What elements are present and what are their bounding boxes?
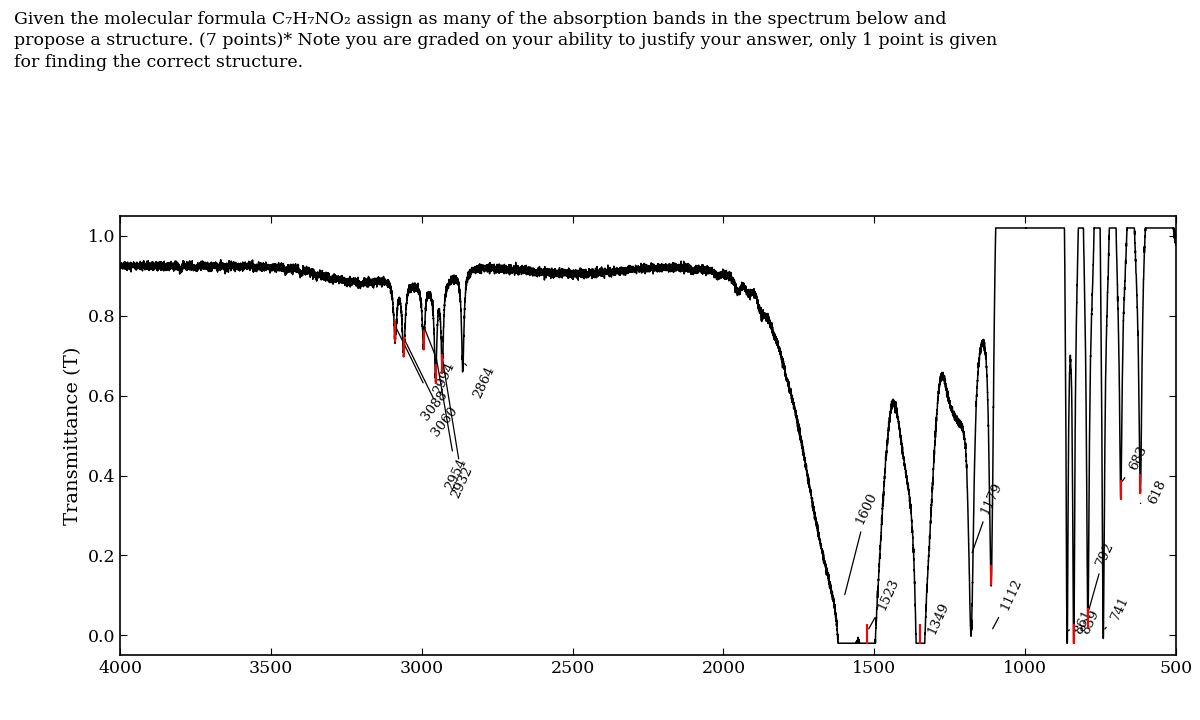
Text: 741: 741 (1105, 594, 1132, 629)
Text: 1179: 1179 (972, 480, 1004, 553)
Text: 683: 683 (1122, 444, 1150, 481)
Text: for finding the correct structure.: for finding the correct structure. (14, 54, 304, 71)
Text: 3088: 3088 (396, 328, 450, 423)
Text: 1112: 1112 (992, 577, 1024, 629)
Text: 1523: 1523 (869, 576, 901, 629)
Text: 861: 861 (1067, 608, 1094, 636)
Text: 2994: 2994 (425, 328, 457, 397)
Text: 2932: 2932 (443, 361, 475, 500)
Text: 1600: 1600 (845, 490, 880, 595)
Text: Given the molecular formula C₇H₇NO₂ assign as many of the absorption bands in th: Given the molecular formula C₇H₇NO₂ assi… (14, 11, 947, 28)
Text: 2954: 2954 (436, 356, 469, 492)
Text: 2864: 2864 (464, 364, 497, 400)
Text: 1349: 1349 (920, 600, 952, 636)
Text: 618: 618 (1140, 478, 1169, 506)
Text: 792: 792 (1088, 540, 1116, 611)
Y-axis label: Transmittance (T): Transmittance (T) (64, 346, 82, 525)
Text: 839: 839 (1074, 608, 1102, 636)
Text: propose a structure. (7 points)* Note you are graded on your ability to justify : propose a structure. (7 points)* Note yo… (14, 32, 997, 50)
Text: 3060: 3060 (404, 341, 461, 438)
